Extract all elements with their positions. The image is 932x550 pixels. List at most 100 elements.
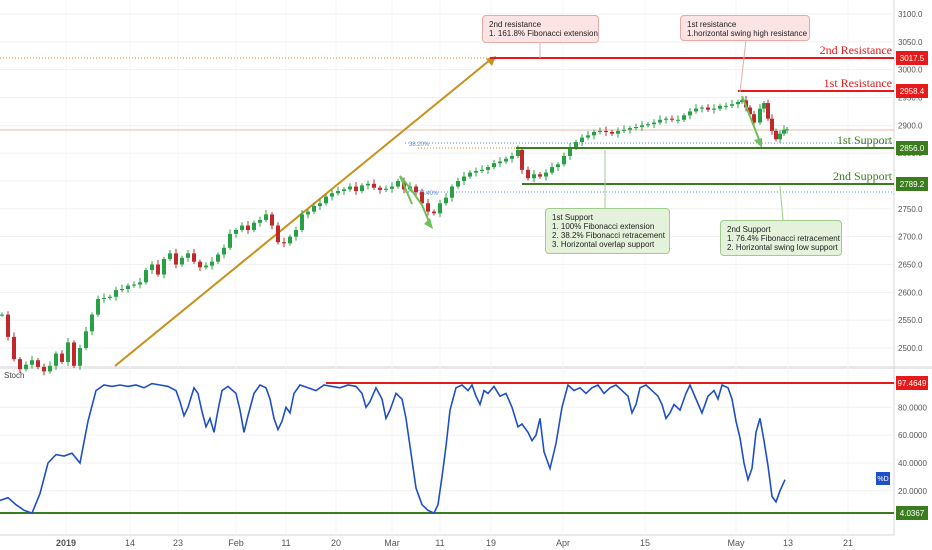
candle-body xyxy=(342,189,346,192)
candle-body xyxy=(156,264,160,275)
candle-body xyxy=(462,176,466,181)
candle-body xyxy=(162,258,166,275)
candle-body xyxy=(78,348,82,366)
candle-body xyxy=(474,170,478,173)
candle-body xyxy=(785,129,789,131)
level-tag-bg-0 xyxy=(896,51,928,65)
x-tick-label: 21 xyxy=(843,538,853,548)
candle-body xyxy=(222,247,226,255)
note-connector xyxy=(739,39,747,93)
candle-body xyxy=(348,186,352,190)
x-tick-label: 13 xyxy=(783,538,793,548)
level-tag-bg-3 xyxy=(896,177,928,191)
stoch-y-tick-label: 20.0000 xyxy=(898,487,927,496)
candle-body xyxy=(640,125,644,128)
level-label-0: 2nd Resistance xyxy=(820,43,892,57)
candle-body xyxy=(688,111,692,116)
correction-arrow-head xyxy=(754,138,762,148)
level-label-1: 1st Resistance xyxy=(824,76,892,90)
candle-body xyxy=(752,114,756,123)
correction-arrow xyxy=(399,175,431,225)
candle-body xyxy=(480,169,484,171)
candle-body xyxy=(312,206,316,212)
candle-body xyxy=(252,222,256,230)
level-tag-bg-2 xyxy=(896,141,928,155)
x-tick-label: Feb xyxy=(228,538,244,548)
candle-body xyxy=(174,253,178,265)
candle-body xyxy=(30,360,34,365)
candle-body xyxy=(66,342,70,362)
stochastic-plot[interactable]: Stoch %D xyxy=(0,371,894,515)
candle-body xyxy=(186,253,190,258)
x-tick-label: 15 xyxy=(640,538,650,548)
note-connector xyxy=(779,185,784,221)
y-tick-label: 3000.0 xyxy=(898,66,923,75)
candle-body xyxy=(492,163,496,168)
x-tick-label: 19 xyxy=(486,538,496,548)
candle-body xyxy=(740,100,744,102)
x-tick-label: 14 xyxy=(125,538,135,548)
candle-body xyxy=(706,107,710,110)
candle-body xyxy=(102,297,106,300)
candle-body xyxy=(450,186,454,198)
level-tag-2: 2856.0 xyxy=(900,144,925,153)
stoch-y-tick-label: 80.0000 xyxy=(898,403,927,412)
candle-body xyxy=(420,192,424,204)
candle-body xyxy=(782,129,786,134)
candle-body xyxy=(736,101,740,105)
candle-body xyxy=(18,359,22,370)
candle-body xyxy=(510,155,514,159)
candle-body xyxy=(114,290,118,297)
x-tick-label: Apr xyxy=(556,538,570,548)
candle-body xyxy=(306,211,310,215)
candle-body xyxy=(378,187,382,190)
x-tick-label: 23 xyxy=(173,538,183,548)
candle-body xyxy=(36,360,40,367)
candle-body xyxy=(748,107,752,115)
candle-body xyxy=(132,284,136,286)
candle-body xyxy=(216,254,220,262)
candle-body xyxy=(616,130,620,134)
candle-body xyxy=(234,229,238,234)
candle-body xyxy=(778,133,782,140)
y-tick-label: 2500.0 xyxy=(898,344,923,353)
candle-body xyxy=(396,181,400,187)
candle-body xyxy=(700,107,704,109)
candle-body xyxy=(486,167,490,170)
candle-body xyxy=(634,127,638,129)
candle-body xyxy=(774,130,778,140)
candle-body xyxy=(724,105,728,107)
candle-body xyxy=(664,118,668,120)
level-label-2: 1st Support xyxy=(837,133,893,147)
annotation-note-3: 2nd Support 1. 76.4% Fibonacci retraceme… xyxy=(720,220,842,256)
candle-body xyxy=(150,264,154,271)
price-axis: 3100.03050.03000.02950.02900.02850.02800… xyxy=(56,10,928,548)
y-tick-label: 2750.0 xyxy=(898,205,923,214)
candle-body xyxy=(276,225,280,243)
candle-body xyxy=(556,164,560,168)
candle-body xyxy=(246,225,250,230)
annotation-note-0: 2nd resistance 1. 161.8% Fibonacci exten… xyxy=(482,15,599,43)
candle-body xyxy=(730,104,734,106)
candle-body xyxy=(336,191,340,194)
candle-body xyxy=(670,118,674,120)
candle-body xyxy=(372,183,376,188)
level-label-3: 2nd Support xyxy=(833,169,893,183)
candle-body xyxy=(456,181,460,187)
candle-body xyxy=(586,135,590,138)
correction-arrow xyxy=(399,175,413,205)
stoch-upper-tag-bg xyxy=(896,376,928,390)
main-price-plot[interactable]: 38.20% 76.40% 2nd Resistance 1st Resistance… xyxy=(0,39,894,376)
candle-body xyxy=(12,336,16,360)
candle-body xyxy=(138,282,142,285)
candle-body xyxy=(610,132,614,134)
candle-body xyxy=(294,229,298,237)
candle-body xyxy=(330,193,334,197)
candle-body xyxy=(0,314,4,316)
candle-body xyxy=(390,186,394,189)
candle-body xyxy=(84,331,88,348)
y-tick-label: 3100.0 xyxy=(898,10,923,19)
y-tick-label: 2900.0 xyxy=(898,121,923,130)
candle-body xyxy=(228,233,232,248)
